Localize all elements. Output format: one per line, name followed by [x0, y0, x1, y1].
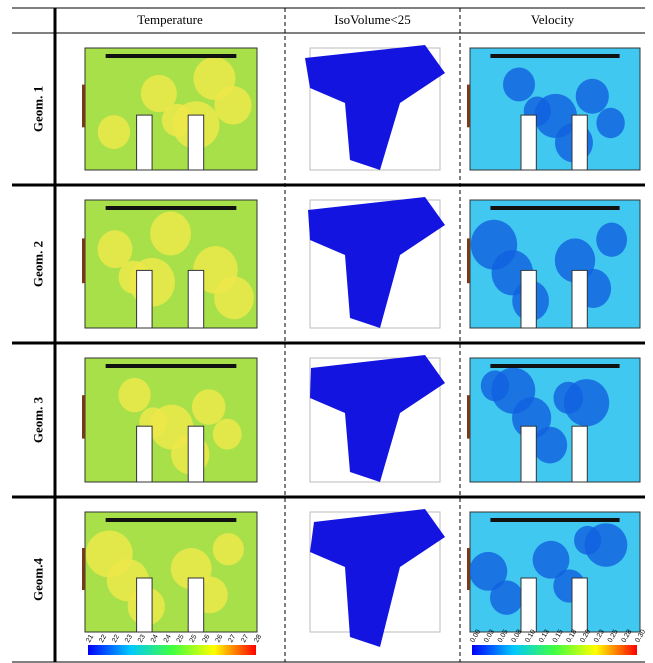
colorbar-tick-label: 24 — [163, 634, 173, 644]
contour-region — [118, 378, 150, 412]
colorbar-tick-label: 26 — [214, 634, 224, 644]
diffuser — [106, 518, 237, 522]
contour-region — [596, 223, 627, 257]
iso-volume — [310, 355, 445, 482]
column-header: Temperature — [137, 12, 203, 27]
contour-region — [213, 533, 244, 565]
inlet — [467, 395, 470, 438]
pillar — [188, 115, 203, 170]
colorbar-tick-label: 25 — [189, 634, 199, 644]
colorbar-tick-label: 23 — [137, 634, 147, 644]
inlet — [82, 238, 85, 283]
colorbar — [88, 645, 256, 655]
pillar — [521, 270, 536, 328]
pillar — [521, 578, 536, 632]
pillar — [137, 115, 152, 170]
contour-region — [585, 523, 628, 566]
contour-region — [98, 115, 130, 149]
pillar — [572, 578, 587, 632]
pillar — [188, 426, 203, 482]
colorbar-tick-label: 27 — [240, 634, 250, 644]
colorbar-tick-label: 22 — [98, 634, 108, 644]
pillar — [137, 426, 152, 482]
inlet — [82, 548, 85, 590]
contour-region — [533, 427, 567, 464]
contour-region — [214, 277, 254, 320]
colorbar-tick-label: 27 — [227, 634, 237, 644]
diffuser — [490, 206, 619, 210]
contour-region — [576, 79, 609, 114]
figure-table: Temperature IsoVolume<25 Velocity Geom. 1 Ge… — [0, 0, 653, 663]
diffuser — [106, 364, 237, 368]
row-label: Geom.4 — [30, 558, 45, 601]
colorbar — [472, 645, 637, 655]
colorbar-tick-label: 24 — [150, 634, 160, 644]
contour-region — [503, 68, 535, 102]
colorbar-tick-label: 26 — [202, 634, 212, 644]
row-label: Geom. 3 — [30, 396, 45, 443]
pillar — [572, 270, 587, 328]
iso-volume — [305, 45, 445, 170]
pillar — [572, 115, 587, 170]
diffuser — [490, 364, 619, 368]
column-header: Velocity — [531, 12, 575, 27]
contour-region — [213, 419, 242, 450]
inlet — [82, 85, 85, 128]
pillar — [521, 115, 536, 170]
contour-region — [150, 212, 191, 256]
colorbar-tick-label: 23 — [124, 634, 134, 644]
pillar — [521, 426, 536, 482]
contour-region — [596, 108, 624, 138]
contour-region — [490, 580, 523, 614]
inlet — [467, 548, 470, 590]
row-label: Geom. 2 — [30, 241, 45, 287]
pillar — [137, 270, 152, 328]
colorbar-tick-label: 28 — [253, 634, 263, 644]
contour-region — [192, 389, 226, 425]
column-header: IsoVolume<25 — [334, 12, 410, 27]
pillar — [572, 426, 587, 482]
inlet — [467, 85, 470, 128]
contour-region — [214, 86, 251, 124]
colorbar-tick-label: 21 — [85, 634, 95, 644]
pillar — [188, 578, 203, 632]
diffuser — [490, 54, 619, 58]
inlet — [467, 238, 470, 283]
iso-volume — [310, 509, 445, 647]
diffuser — [106, 206, 237, 210]
row-label: Geom. 1 — [30, 86, 45, 132]
colorbar-tick-label: 25 — [176, 634, 186, 644]
contour-region — [564, 379, 609, 426]
pillar — [137, 578, 152, 632]
diffuser — [490, 518, 619, 522]
diffuser — [106, 54, 237, 58]
colorbar-tick-label: 22 — [111, 634, 121, 644]
inlet — [82, 395, 85, 438]
pillar — [188, 270, 203, 328]
iso-volume — [308, 197, 445, 328]
